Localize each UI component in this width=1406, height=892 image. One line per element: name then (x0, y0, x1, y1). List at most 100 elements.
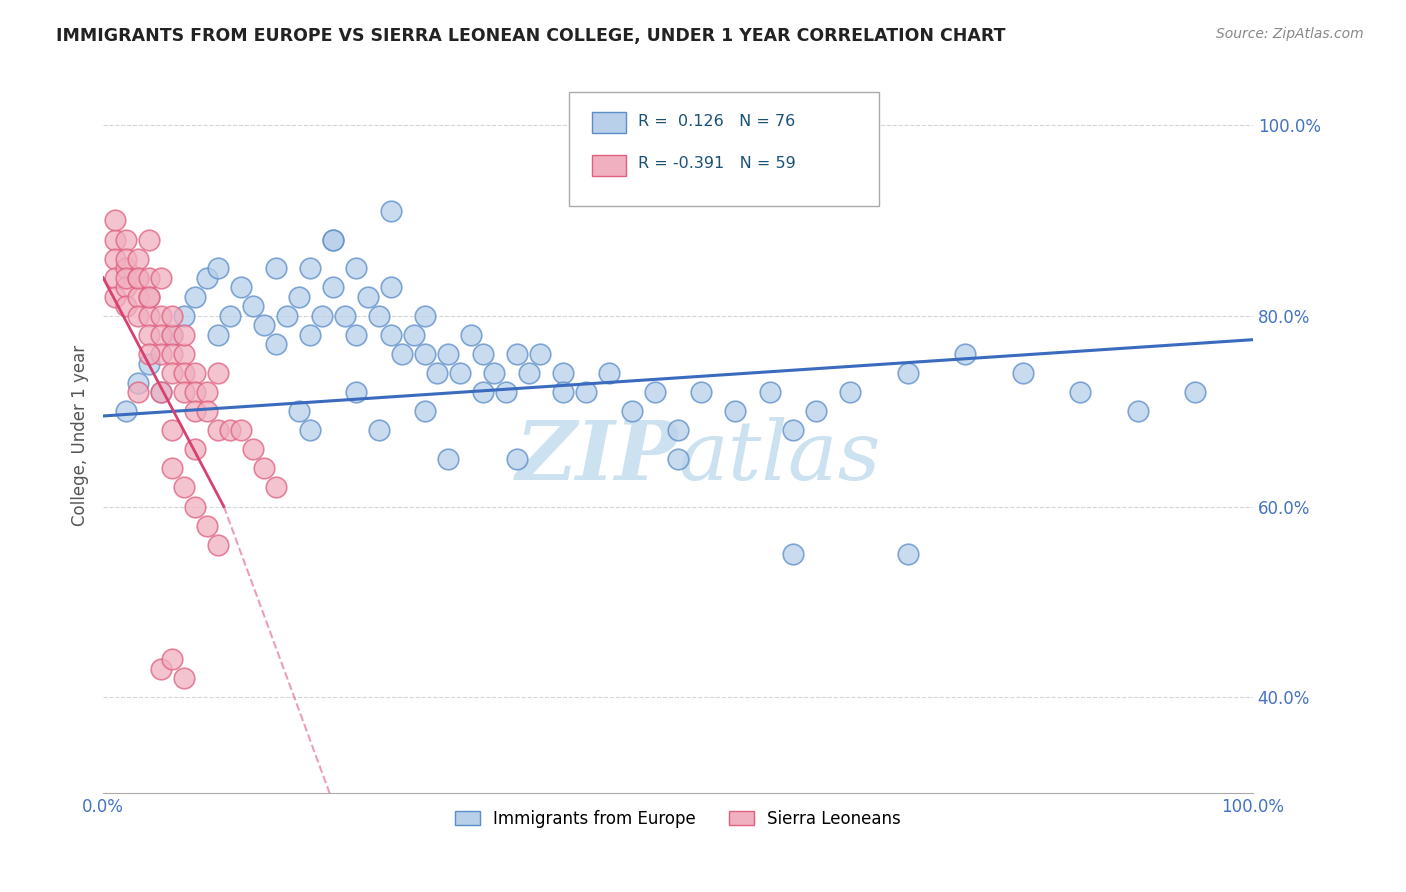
Point (127, 270, 149, 285)
Point (839, 385, 862, 400)
Point (184, 442, 207, 457)
Point (322, 233, 344, 247)
Point (287, 404, 309, 418)
Point (160, 366, 183, 380)
Point (184, 404, 207, 418)
Point (173, 385, 195, 400)
Point (425, 366, 447, 380)
Point (897, 366, 920, 380)
Point (242, 442, 264, 457)
Point (1069, 385, 1091, 400)
Point (115, 261, 138, 276)
Point (115, 252, 138, 266)
Point (138, 233, 160, 247)
Point (115, 280, 138, 294)
Point (437, 347, 460, 361)
Point (460, 327, 482, 342)
Point (138, 309, 160, 323)
Text: R =  0.126   N = 76: R = 0.126 N = 76 (638, 114, 794, 129)
Point (287, 290, 309, 304)
Point (127, 290, 149, 304)
Point (897, 547, 920, 561)
Point (517, 366, 540, 380)
Point (242, 299, 264, 313)
Text: R = -0.391   N = 59: R = -0.391 N = 59 (638, 156, 796, 170)
Point (782, 423, 804, 437)
Point (149, 662, 172, 676)
Point (160, 327, 183, 342)
Point (115, 233, 138, 247)
Point (127, 385, 149, 400)
Point (644, 385, 666, 400)
Point (264, 481, 287, 495)
Point (127, 252, 149, 266)
Point (529, 347, 551, 361)
Point (1126, 404, 1149, 418)
Point (173, 327, 195, 342)
Point (782, 547, 804, 561)
Point (276, 309, 298, 323)
Point (207, 366, 229, 380)
Point (495, 385, 517, 400)
Point (149, 347, 172, 361)
Point (391, 347, 413, 361)
Point (160, 327, 183, 342)
Point (299, 423, 322, 437)
Text: IMMIGRANTS FROM EUROPE VS SIERRA LEONEAN COLLEGE, UNDER 1 YEAR CORRELATION CHART: IMMIGRANTS FROM EUROPE VS SIERRA LEONEAN… (56, 27, 1005, 45)
Point (575, 385, 598, 400)
Point (207, 261, 229, 276)
Point (344, 261, 367, 276)
Point (173, 671, 195, 685)
Point (173, 481, 195, 495)
Point (149, 385, 172, 400)
Point (482, 366, 505, 380)
Point (104, 270, 127, 285)
Point (173, 347, 195, 361)
Point (804, 404, 827, 418)
Point (149, 270, 172, 285)
Point (184, 366, 207, 380)
Point (160, 461, 183, 475)
Point (138, 327, 160, 342)
Point (127, 376, 149, 390)
Point (229, 423, 252, 437)
Point (955, 347, 977, 361)
Point (195, 270, 218, 285)
Point (551, 385, 574, 400)
Point (184, 290, 207, 304)
Point (160, 347, 183, 361)
Point (471, 385, 494, 400)
Point (127, 270, 149, 285)
Point (264, 337, 287, 351)
Point (207, 423, 229, 437)
Point (380, 280, 402, 294)
Point (149, 385, 172, 400)
Point (344, 327, 367, 342)
Point (104, 213, 127, 227)
Point (402, 327, 425, 342)
Point (138, 270, 160, 285)
Point (229, 280, 252, 294)
Point (724, 404, 747, 418)
Point (173, 366, 195, 380)
Point (380, 203, 402, 218)
Point (666, 423, 689, 437)
Point (207, 538, 229, 552)
Point (380, 327, 402, 342)
Point (253, 318, 276, 333)
Point (207, 327, 229, 342)
Point (149, 327, 172, 342)
Text: Source: ZipAtlas.com: Source: ZipAtlas.com (1216, 27, 1364, 41)
Point (138, 347, 160, 361)
Text: atlas: atlas (678, 417, 880, 497)
Point (138, 290, 160, 304)
Point (449, 366, 471, 380)
Point (413, 309, 436, 323)
Point (344, 385, 367, 400)
Point (184, 500, 207, 514)
Point (413, 404, 436, 418)
Point (322, 233, 344, 247)
Point (218, 309, 240, 323)
Point (506, 451, 529, 466)
FancyBboxPatch shape (569, 92, 879, 206)
